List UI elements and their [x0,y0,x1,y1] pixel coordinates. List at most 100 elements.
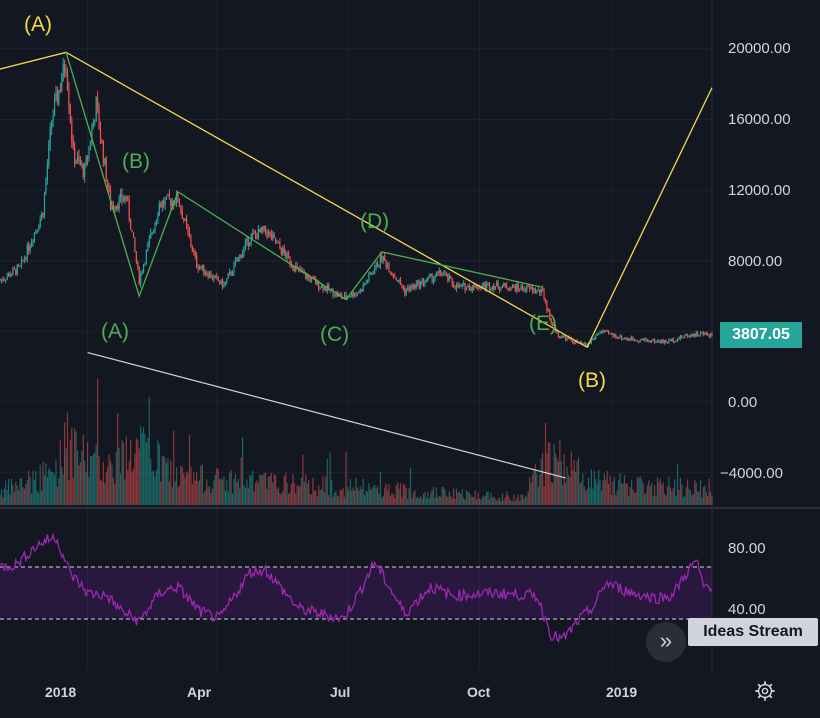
price-candle [233,263,235,273]
volume-bar [590,469,593,505]
price-candle [68,88,70,107]
price-candle [355,292,357,296]
volume-bar [550,481,552,505]
rsi-tick: 40.00 [728,601,766,618]
price-candle [175,193,178,204]
volume-bar [421,498,423,505]
volume-bar [682,497,684,505]
volume-bar [378,493,380,505]
price-candle [200,267,202,269]
volume-bar [542,452,544,505]
price-candle [520,285,522,290]
volume-bar [28,470,30,505]
price-candle [310,277,313,282]
price-candle [308,276,310,278]
price-candle [203,264,205,274]
price-candle [352,292,354,297]
price-candle [18,265,20,267]
volume-bar [622,483,624,505]
price-candle [275,237,277,244]
price-tick: 16000.00 [728,111,791,128]
volume-bar [539,474,541,505]
price-candle [590,340,593,343]
price-axis[interactable]: 20000.00 16000.00 12000.00 8000.00 0.00 … [720,40,791,618]
price-candle [646,339,649,341]
volume-bar [701,497,703,505]
volume-bar [194,480,196,505]
price-tick: 8000.00 [728,253,782,270]
price-candle [104,158,106,164]
price-candle [244,241,247,247]
volume-bar [510,500,512,505]
volume-bar [190,466,192,505]
price-candle [144,263,146,265]
volume-bar [602,480,604,505]
price-candle [282,248,284,255]
volume-bar [168,481,170,505]
volume-bar [26,479,28,505]
price-candle [470,287,472,291]
volume-bar [154,476,156,505]
price-candle [325,287,327,291]
volume-bar [659,478,661,505]
price-candle [210,272,212,278]
volume-bar [557,461,560,505]
time-axis[interactable]: 2018 Apr Jul Oct 2019 [45,684,637,700]
price-candle [658,340,660,342]
ideas-stream-widget[interactable]: » Ideas Stream [646,618,820,662]
price-candle [272,234,274,240]
price-candle [0,279,3,281]
volume-bar [167,458,169,505]
price-candle [652,339,654,341]
volume-bar [107,466,109,505]
volume-bar [303,481,305,505]
volume-bar [613,476,615,505]
price-candle [267,231,270,237]
volume-bar [475,499,478,505]
volume-bar [164,458,166,505]
volume-bar [349,479,351,505]
price-candle [638,341,640,343]
volume-bar [61,466,63,505]
volume-bar [30,493,33,505]
price-candle [564,336,567,341]
price-candle [596,334,598,336]
volume-bar [408,488,410,505]
volume-bar [501,493,504,505]
price-candle [20,259,23,266]
price-candle [94,122,96,124]
volume-bar [308,479,310,505]
ideas-stream-label[interactable]: Ideas Stream [688,618,818,646]
price-candle [600,331,603,333]
volume-bar [135,438,137,505]
price-candle [629,339,631,341]
volume-bar [625,483,627,505]
volume-bar [76,450,79,505]
ideas-stream-toggle-icon[interactable]: » [646,622,686,662]
settings-gear-icon[interactable] [754,680,776,702]
volume-bar [312,478,314,505]
price-candle [219,281,221,284]
volume-bar [631,479,633,505]
price-candle [13,268,15,270]
price-tick: 12000.00 [728,182,791,199]
price-candle [422,279,425,285]
price-candle [444,273,446,275]
price-candle [361,289,363,292]
volume-bar [465,490,468,505]
price-candle [626,338,628,340]
volume-bar [145,442,148,505]
price-candle [681,335,683,338]
volume-bar [22,486,24,505]
price-candle [633,339,636,341]
volume-bar [243,485,245,505]
volume-bar [74,428,76,505]
price-candle [237,257,239,262]
price-candle [287,252,290,257]
price-candle [475,284,478,289]
price-candle [186,218,188,226]
volume-bar [498,497,501,505]
volume-bar [229,472,231,505]
price-candle [89,142,92,147]
